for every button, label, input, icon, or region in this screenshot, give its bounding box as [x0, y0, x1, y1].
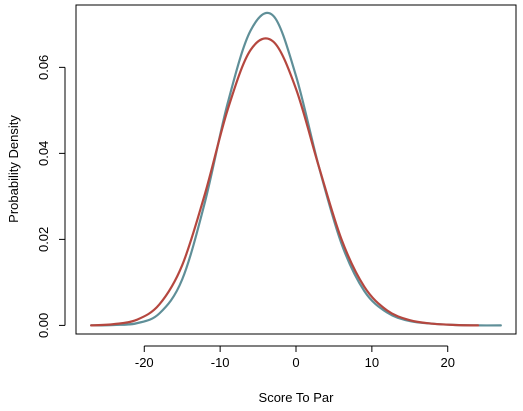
y-tick-label: 0.06 [36, 55, 51, 80]
x-tick-label: -20 [135, 355, 154, 370]
plot-frame [75, 4, 517, 335]
y-axis: 0.00 0.02 0.04 0.06 [36, 55, 66, 338]
y-axis-label: Probability Density [6, 115, 21, 223]
density-curve-1 [90, 11, 502, 327]
series-layer [90, 11, 502, 327]
y-tick-label: 0.02 [36, 227, 51, 252]
y-tick-label: 0.04 [36, 141, 51, 166]
x-tick-label: 10 [365, 355, 379, 370]
x-tick-label: -10 [211, 355, 230, 370]
y-tick-label: 0.00 [36, 313, 51, 338]
x-tick-label: 0 [292, 355, 299, 370]
x-axis-label: Score To Par [259, 390, 335, 405]
x-axis: -20 -10 0 10 20 [135, 345, 455, 370]
x-tick-label: 20 [440, 355, 454, 370]
density-curve-2 [90, 37, 480, 327]
